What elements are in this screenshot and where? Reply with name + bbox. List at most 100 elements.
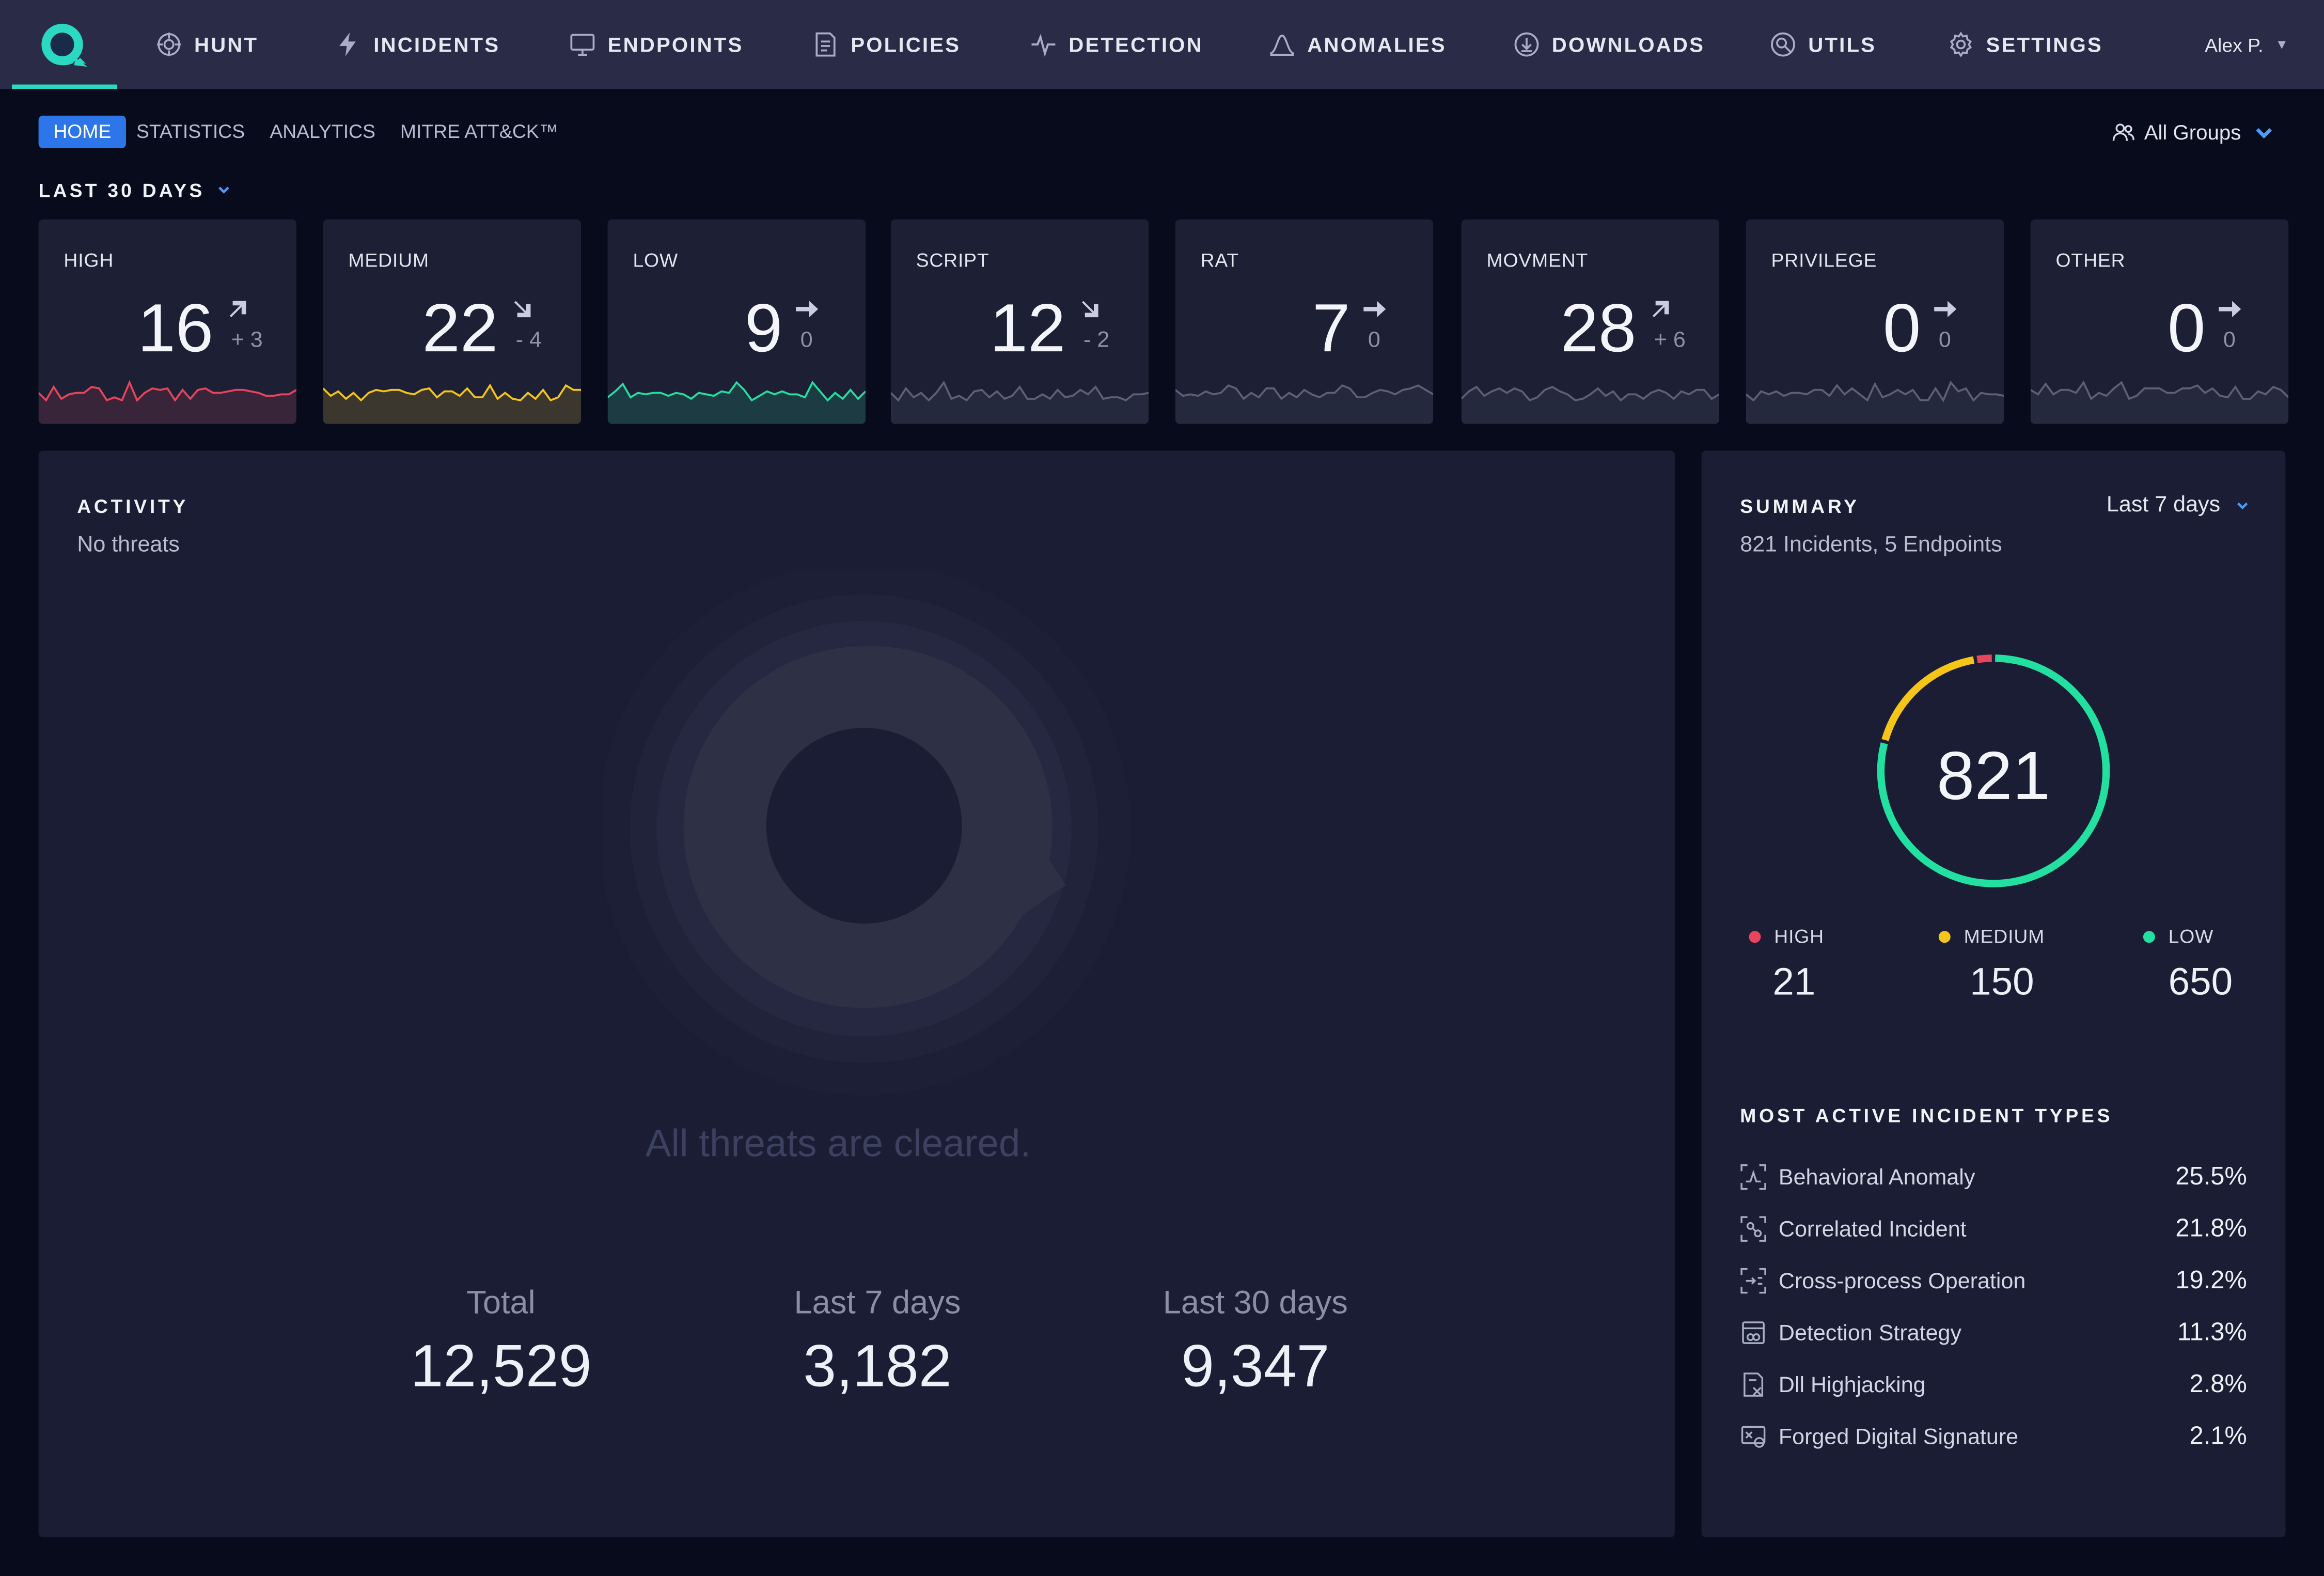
nav-label: DOWNLOADS <box>1551 33 1705 57</box>
nav-item-downloads[interactable]: DOWNLOADS <box>1513 29 1705 59</box>
incident-type-row[interactable]: Correlated Incident 21.8% <box>1740 1211 2247 1247</box>
donut-total: 821 <box>1936 737 2051 814</box>
cleared-shield-logo-icon <box>602 569 1131 1096</box>
arrow-right-icon <box>1934 301 1957 318</box>
incident-type-percent: 21.8% <box>2175 1214 2247 1242</box>
stat-card-high[interactable]: HIGH 16 + 3 <box>38 219 296 424</box>
severity-count: 21 <box>1772 959 1816 1004</box>
nav-item-settings[interactable]: SETTINGS <box>1948 29 2103 59</box>
stat-card-label: LOW <box>633 249 679 272</box>
stat-card-other[interactable]: OTHER 0 0 <box>2030 219 2289 424</box>
stat-card-delta: 0 <box>1368 327 1380 353</box>
incident-type-row[interactable]: Forged Digital Signature 2.1% <box>1740 1418 2247 1454</box>
incident-type-percent: 2.8% <box>2189 1369 2247 1398</box>
stat-card-sparkline <box>1746 380 2004 424</box>
chevron-down-icon <box>2256 127 2272 138</box>
nav-item-hunt[interactable]: HUNT <box>155 29 258 59</box>
arrow-down-right-icon <box>514 301 531 318</box>
severity-low: LOW 650 <box>2143 925 2233 1005</box>
download-circle-icon <box>1514 32 1539 57</box>
severity-label: HIGH <box>1774 925 1824 947</box>
pulse-icon <box>1031 34 1056 57</box>
stat-card-script[interactable]: SCRIPT 12 - 2 <box>890 219 1149 424</box>
users-icon <box>2112 122 2134 141</box>
user-menu[interactable]: Alex P. ▼ <box>2205 29 2288 59</box>
behavioral-anomaly-icon <box>1740 1164 1766 1190</box>
arrow-up-right-icon <box>1652 301 1669 318</box>
donut-segment-low <box>1877 654 2110 887</box>
stat-card-value: 0 <box>2167 289 2206 366</box>
severity-high: HIGH 21 <box>1749 925 1824 1005</box>
arrow-up-right-icon <box>229 301 246 318</box>
summary-subtitle: 821 Incidents, 5 Endpoints <box>1740 532 2002 558</box>
caret-down-icon: ▼ <box>2275 37 2289 52</box>
chevron-down-icon <box>2237 502 2248 509</box>
stat-card-label: RAT <box>1200 249 1239 272</box>
stat-card-rat[interactable]: RAT 7 0 <box>1175 219 1434 424</box>
severity-count: 650 <box>2168 959 2233 1004</box>
medium-dot-icon <box>1938 930 1951 942</box>
tab-analytics[interactable]: ANALYTICS <box>270 120 375 143</box>
stat-card-value: 28 <box>1560 289 1637 366</box>
stat-card-delta: 0 <box>800 327 813 353</box>
stat-card-privilege[interactable]: PRIVILEGE 0 0 <box>1746 219 2004 424</box>
stat-card-sparkline <box>1175 384 1434 424</box>
donut-segment-high <box>1976 654 1992 663</box>
incident-type-row[interactable]: Cross-process Operation 19.2% <box>1740 1263 2247 1299</box>
incident-type-row[interactable]: Behavioral Anomaly 25.5% <box>1740 1159 2247 1195</box>
incident-type-row[interactable]: Dll Highjacking 2.8% <box>1740 1367 2247 1402</box>
incident-type-percent: 25.5% <box>2175 1162 2247 1191</box>
stat-card-delta: + 3 <box>231 327 263 353</box>
nav-item-utils[interactable]: UTILS <box>1770 29 1876 59</box>
stat-card-delta: 0 <box>1938 327 1951 353</box>
stat-card-label: OTHER <box>2055 249 2126 272</box>
nav-label: DETECTION <box>1069 33 1203 57</box>
stat-card-label: MEDIUM <box>348 249 429 272</box>
nav-item-endpoints[interactable]: ENDPOINTS <box>569 29 743 59</box>
app-logo-icon[interactable] <box>36 18 89 71</box>
group-selector[interactable]: All Groups <box>2112 116 2286 148</box>
nav-item-anomalies[interactable]: ANOMALIES <box>1269 29 1447 59</box>
stat-last-30-days: Last 30 days 9,347 <box>1092 1284 1418 1401</box>
stat-card-delta: - 2 <box>1083 327 1110 353</box>
stat-card-medium[interactable]: MEDIUM 22 - 4 <box>323 219 581 424</box>
period-label: LAST 30 DAYS <box>38 178 205 201</box>
incident-type-row[interactable]: Detection Strategy 11.3% <box>1740 1315 2247 1351</box>
stat-card-sparkline <box>890 380 1149 424</box>
nav-label: ENDPOINTS <box>607 33 744 57</box>
stat-card-value: 9 <box>744 289 783 366</box>
stat-card-sparkline <box>607 381 866 424</box>
incident-type-name: Correlated Incident <box>1778 1216 1967 1242</box>
nav-item-detection[interactable]: DETECTION <box>1030 29 1203 59</box>
stat-last-7-days: Last 7 days 3,182 <box>714 1284 1040 1401</box>
severity-donut-chart <box>1877 654 2110 887</box>
stat-total: Total 12,529 <box>338 1284 664 1401</box>
summary-range-label: Last 7 days <box>2106 492 2221 518</box>
stat-label: Last 30 days <box>1163 1284 1348 1321</box>
nav-label: HUNT <box>194 33 259 57</box>
arrow-right-icon <box>796 301 819 318</box>
stat-card-low[interactable]: LOW 9 0 <box>607 219 866 424</box>
period-selector[interactable]: LAST 30 DAYS <box>39 177 232 204</box>
summary-range-selector[interactable]: Last 7 days <box>2107 492 2250 518</box>
stat-value: 12,529 <box>410 1334 592 1400</box>
stat-card-movment[interactable]: MOVMENT 28 + 6 <box>1461 219 1720 424</box>
nav-item-incidents[interactable]: INCIDENTS <box>335 29 500 59</box>
active-nav-indicator <box>11 84 117 89</box>
stat-card-sparkline <box>1461 385 1720 424</box>
stat-card-label: PRIVILEGE <box>1771 249 1877 272</box>
tab-home[interactable]: HOME <box>38 115 126 148</box>
severity-count: 150 <box>1970 959 2034 1004</box>
nav-item-policies[interactable]: POLICIES <box>812 29 961 59</box>
stat-card-delta: 0 <box>2223 327 2236 353</box>
detection-strategy-icon <box>1742 1321 1765 1344</box>
stat-card-label: HIGH <box>64 249 114 272</box>
correlated-incident-icon <box>1740 1216 1766 1242</box>
tab-statistics[interactable]: STATISTICS <box>136 120 245 143</box>
stat-card-value: 16 <box>137 289 214 366</box>
donut-segment-medium <box>1881 656 1975 741</box>
stat-card-sparkline <box>323 383 581 424</box>
incident-types-title: MOST ACTIVE INCIDENT TYPES <box>1740 1104 2113 1127</box>
tab-mitre-attack[interactable]: MITRE ATT&CK™ <box>400 120 558 143</box>
incident-type-name: Detection Strategy <box>1778 1320 1962 1346</box>
